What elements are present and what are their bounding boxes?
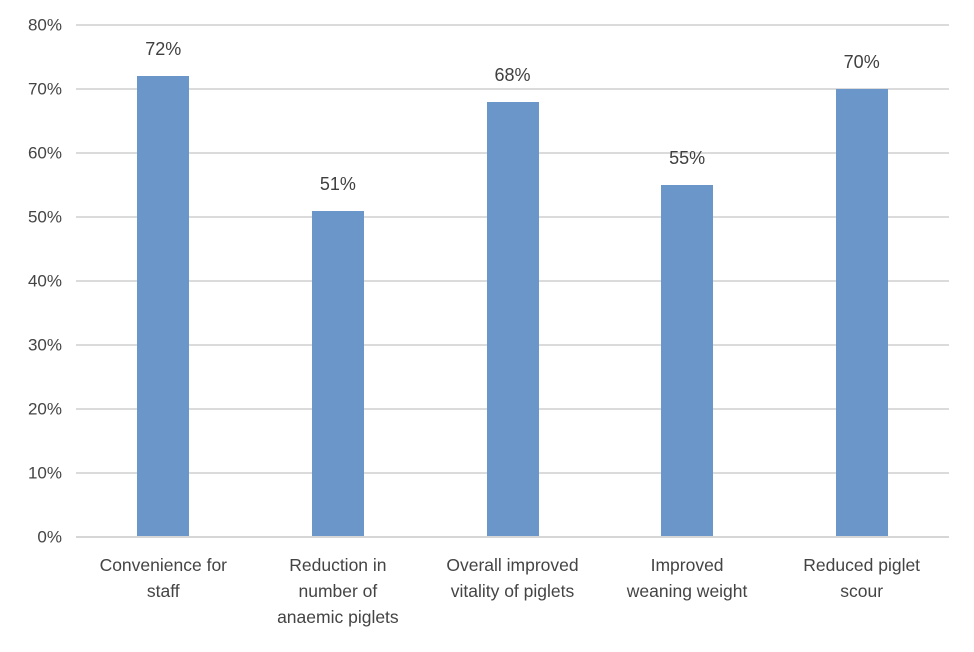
y-axis-tick-label: 40% — [27, 271, 62, 291]
bar-overall-improved-vitality-of-piglets — [486, 101, 539, 537]
bar-value-label: 70% — [843, 52, 880, 72]
x-category-label-line: Reduced piglet — [803, 555, 921, 575]
y-axis-tick-label: 80% — [27, 15, 62, 35]
x-category-label-line: number of — [298, 581, 378, 601]
y-axis-tick-label: 70% — [27, 79, 62, 99]
x-category-label: Reduced piglet scour — [774, 552, 949, 630]
y-axis-tick-label: 60% — [27, 143, 62, 163]
x-category-label-line: Improved — [650, 555, 724, 575]
bar-convenience-for-staff — [137, 76, 190, 537]
bar-value-label: 51% — [319, 173, 356, 194]
gridline — [76, 88, 949, 90]
gridline — [76, 24, 949, 26]
bar-reduction-in-number-of-anaemic-piglets — [311, 210, 364, 537]
x-category-label: Reduction in number of anaemic piglets — [251, 552, 426, 630]
x-category-label: Overall improved vitality of piglets — [425, 552, 600, 630]
y-axis-tick-label: 0% — [37, 527, 62, 547]
x-axis-category-labels: Convenience for staff Reduction in number o… — [76, 552, 949, 630]
x-category-label-line: scour — [840, 581, 884, 601]
y-axis-tick-label: 30% — [27, 335, 62, 355]
bar-reduced-piglet-scour — [835, 89, 888, 537]
x-category-label-line: staff — [146, 581, 180, 601]
y-axis-tick-label: 10% — [27, 463, 62, 483]
x-category-label-line: Reduction in — [289, 555, 387, 575]
x-category-label: Convenience for staff — [76, 552, 251, 630]
y-axis-tick-label: 20% — [27, 399, 62, 419]
plot-area: 0% 10% 20% 30% 40% 50% 60% 70% 80% 72% 51% 68% 55% 7… — [28, 17, 949, 627]
x-category-label-line: Convenience for — [99, 555, 228, 575]
bar-value-label: 55% — [669, 148, 706, 168]
x-category-label-line: vitality of piglets — [450, 581, 575, 601]
x-category-label-line: anaemic piglets — [277, 607, 399, 627]
x-axis-line — [76, 536, 949, 538]
bar-value-label: 68% — [494, 64, 531, 85]
x-category-label-line: Overall improved — [446, 555, 579, 575]
x-category-label: Improved weaning weight — [600, 552, 775, 630]
bar-improved-weaning-weight — [661, 185, 714, 537]
y-axis-tick-label: 50% — [27, 207, 62, 227]
x-category-label-line: weaning weight — [626, 581, 748, 601]
bar-value-label: 72% — [145, 39, 182, 60]
